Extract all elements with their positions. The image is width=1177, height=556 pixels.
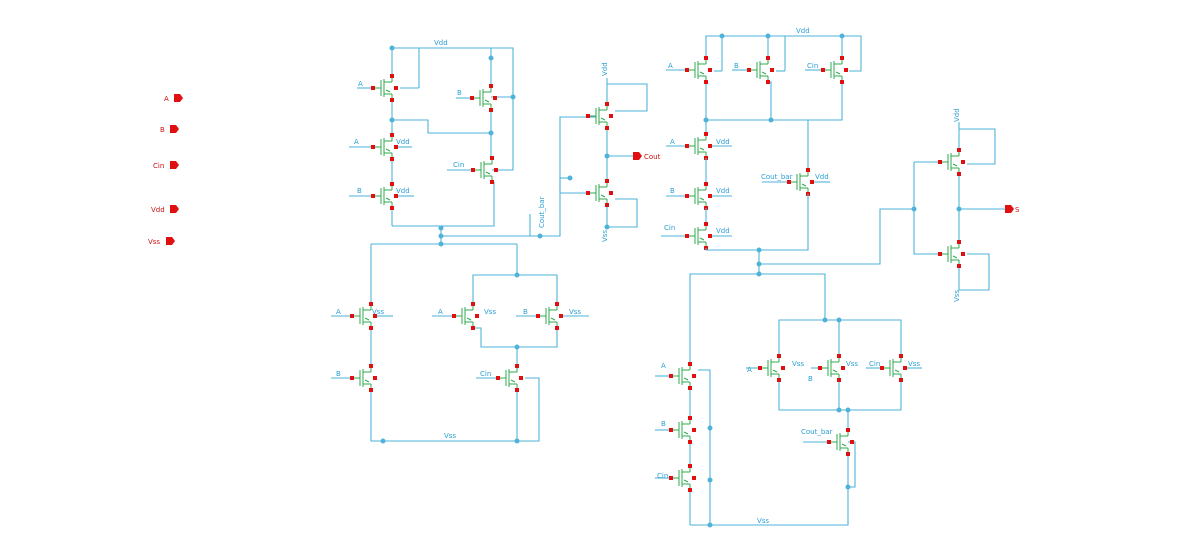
vdd-label-9: Vdd bbox=[815, 173, 829, 181]
port-a[interactable]: A bbox=[164, 94, 183, 103]
gate-label-a-5: A bbox=[668, 62, 673, 70]
transistor-nb1[interactable] bbox=[535, 301, 564, 331]
vdd-label-4: Vdd bbox=[601, 62, 609, 76]
gate-label-b: B bbox=[457, 89, 462, 97]
gate-label-cin-6: Cin bbox=[869, 360, 880, 368]
port-vdd[interactable]: Vdd bbox=[151, 205, 179, 214]
gate-label-b-3: B bbox=[523, 308, 528, 316]
gate-label-cin-5: Cin bbox=[657, 472, 668, 480]
cout-inverter: Cout Vdd Vss bbox=[559, 62, 661, 242]
transistor-sa1[interactable] bbox=[684, 55, 713, 85]
vdd-label-1: Vdd bbox=[434, 39, 448, 47]
vss-label-4: Vss bbox=[569, 308, 581, 316]
cout-bar-label: Cout_bar bbox=[538, 196, 546, 228]
s-port-label: S bbox=[1015, 206, 1020, 214]
transistor-ncin1[interactable] bbox=[495, 363, 524, 393]
gate-label-b-2: B bbox=[357, 187, 362, 195]
vdd-label-5: Vdd bbox=[796, 27, 810, 35]
transistor-sa2[interactable] bbox=[684, 131, 713, 161]
gate-label-a-6: A bbox=[670, 138, 675, 146]
port-cin-label: Cin bbox=[153, 162, 164, 170]
gate-label-b-7: B bbox=[661, 420, 666, 428]
vss-label-10: Vss bbox=[908, 360, 920, 368]
vdd-label-8: Vdd bbox=[716, 227, 730, 235]
vdd-label-3: Vdd bbox=[396, 187, 410, 195]
transistor-sna1[interactable] bbox=[668, 361, 697, 391]
gate-label-b-5: B bbox=[734, 62, 739, 70]
transistor-sb2[interactable] bbox=[684, 181, 713, 211]
port-b[interactable]: B bbox=[160, 125, 179, 134]
carry-pulldown: Vss A Vss A Vss B Vss B Cin bbox=[331, 244, 589, 444]
gate-label-b-8: B bbox=[808, 375, 813, 383]
vss-label-5: Vss bbox=[601, 230, 609, 242]
transistor-s-p[interactable] bbox=[937, 147, 966, 177]
vss-label-6: Vss bbox=[953, 290, 961, 302]
vss-label-2: Vss bbox=[372, 308, 384, 316]
sum-pulldown: Vss A B Cin A Vss B Vss Cin Vss Cout_bar bbox=[655, 317, 922, 528]
transistor-s-n[interactable] bbox=[937, 239, 966, 269]
transistor-sncin2[interactable] bbox=[879, 353, 908, 383]
vdd-label-7: Vdd bbox=[716, 187, 730, 195]
transistor-sncin1[interactable] bbox=[668, 463, 697, 493]
gate-label-coutbar-2: Cout_bar bbox=[801, 428, 833, 436]
gate-label-coutbar-1: Cout_bar bbox=[761, 173, 793, 181]
transistor-snb2[interactable] bbox=[817, 353, 846, 383]
port-b-label: B bbox=[160, 126, 165, 134]
transistor-na1[interactable] bbox=[349, 301, 378, 331]
gate-label-cin-2: Cin bbox=[480, 370, 491, 378]
transistor-sna2[interactable] bbox=[757, 353, 786, 383]
transistor-na2[interactable] bbox=[451, 301, 480, 331]
port-list: A B Cin Vdd Vss bbox=[148, 94, 183, 246]
port-vss-label: Vss bbox=[148, 238, 160, 246]
gate-label-a-4: A bbox=[438, 308, 443, 316]
vdd-label-2: Vdd bbox=[396, 138, 410, 146]
transistor-pa1[interactable] bbox=[370, 73, 399, 103]
gate-label-b-4: B bbox=[336, 370, 341, 378]
cout-port-label: Cout bbox=[644, 153, 661, 161]
gate-label-cin-3: Cin bbox=[807, 62, 818, 70]
transistor-scin1[interactable] bbox=[820, 55, 849, 85]
vdd-label-6: Vdd bbox=[716, 138, 730, 146]
sum-pullup: Vdd A B Cin A Vdd B Vdd Cin Vdd bbox=[661, 27, 862, 251]
vss-label-3: Vss bbox=[484, 308, 496, 316]
transistor-pb1[interactable] bbox=[469, 83, 498, 113]
gate-label-cin-4: Cin bbox=[664, 224, 675, 232]
sum-node bbox=[689, 194, 917, 364]
gate-label-a-7: A bbox=[661, 362, 666, 370]
gate-label-a: A bbox=[358, 80, 363, 88]
transistor-cout-p[interactable] bbox=[585, 101, 614, 131]
gate-label-a-2: A bbox=[354, 138, 359, 146]
vss-label-8: Vss bbox=[792, 360, 804, 368]
vss-label-7: Vss bbox=[757, 517, 769, 525]
transistor-snb1[interactable] bbox=[668, 415, 697, 445]
port-vss[interactable]: Vss bbox=[148, 237, 175, 246]
transistor-nb2[interactable] bbox=[349, 363, 378, 393]
vss-label-9: Vss bbox=[846, 360, 858, 368]
carry-pullup: Vdd A B A Vdd Cin B Vdd bbox=[349, 39, 516, 227]
transistor-sb1[interactable] bbox=[746, 55, 775, 85]
transistor-cout-n[interactable] bbox=[585, 178, 614, 208]
gate-label-b-6: B bbox=[670, 187, 675, 195]
transistor-pb2[interactable] bbox=[370, 181, 399, 211]
vss-label-1: Vss bbox=[444, 432, 456, 440]
port-vdd-label: Vdd bbox=[151, 206, 165, 214]
vdd-label-10: Vdd bbox=[953, 108, 961, 122]
gate-label-cin: Cin bbox=[453, 161, 464, 169]
gate-label-a-8: A bbox=[747, 366, 752, 374]
port-cin[interactable]: Cin bbox=[153, 161, 179, 170]
s-inverter: S Vdd Vss bbox=[913, 108, 1020, 302]
cout-bar-node: Cout_bar bbox=[371, 116, 596, 247]
port-a-label: A bbox=[164, 95, 169, 103]
transistor-pa2[interactable] bbox=[370, 132, 399, 162]
gate-label-a-3: A bbox=[336, 308, 341, 316]
transistor-scin2[interactable] bbox=[684, 221, 713, 251]
